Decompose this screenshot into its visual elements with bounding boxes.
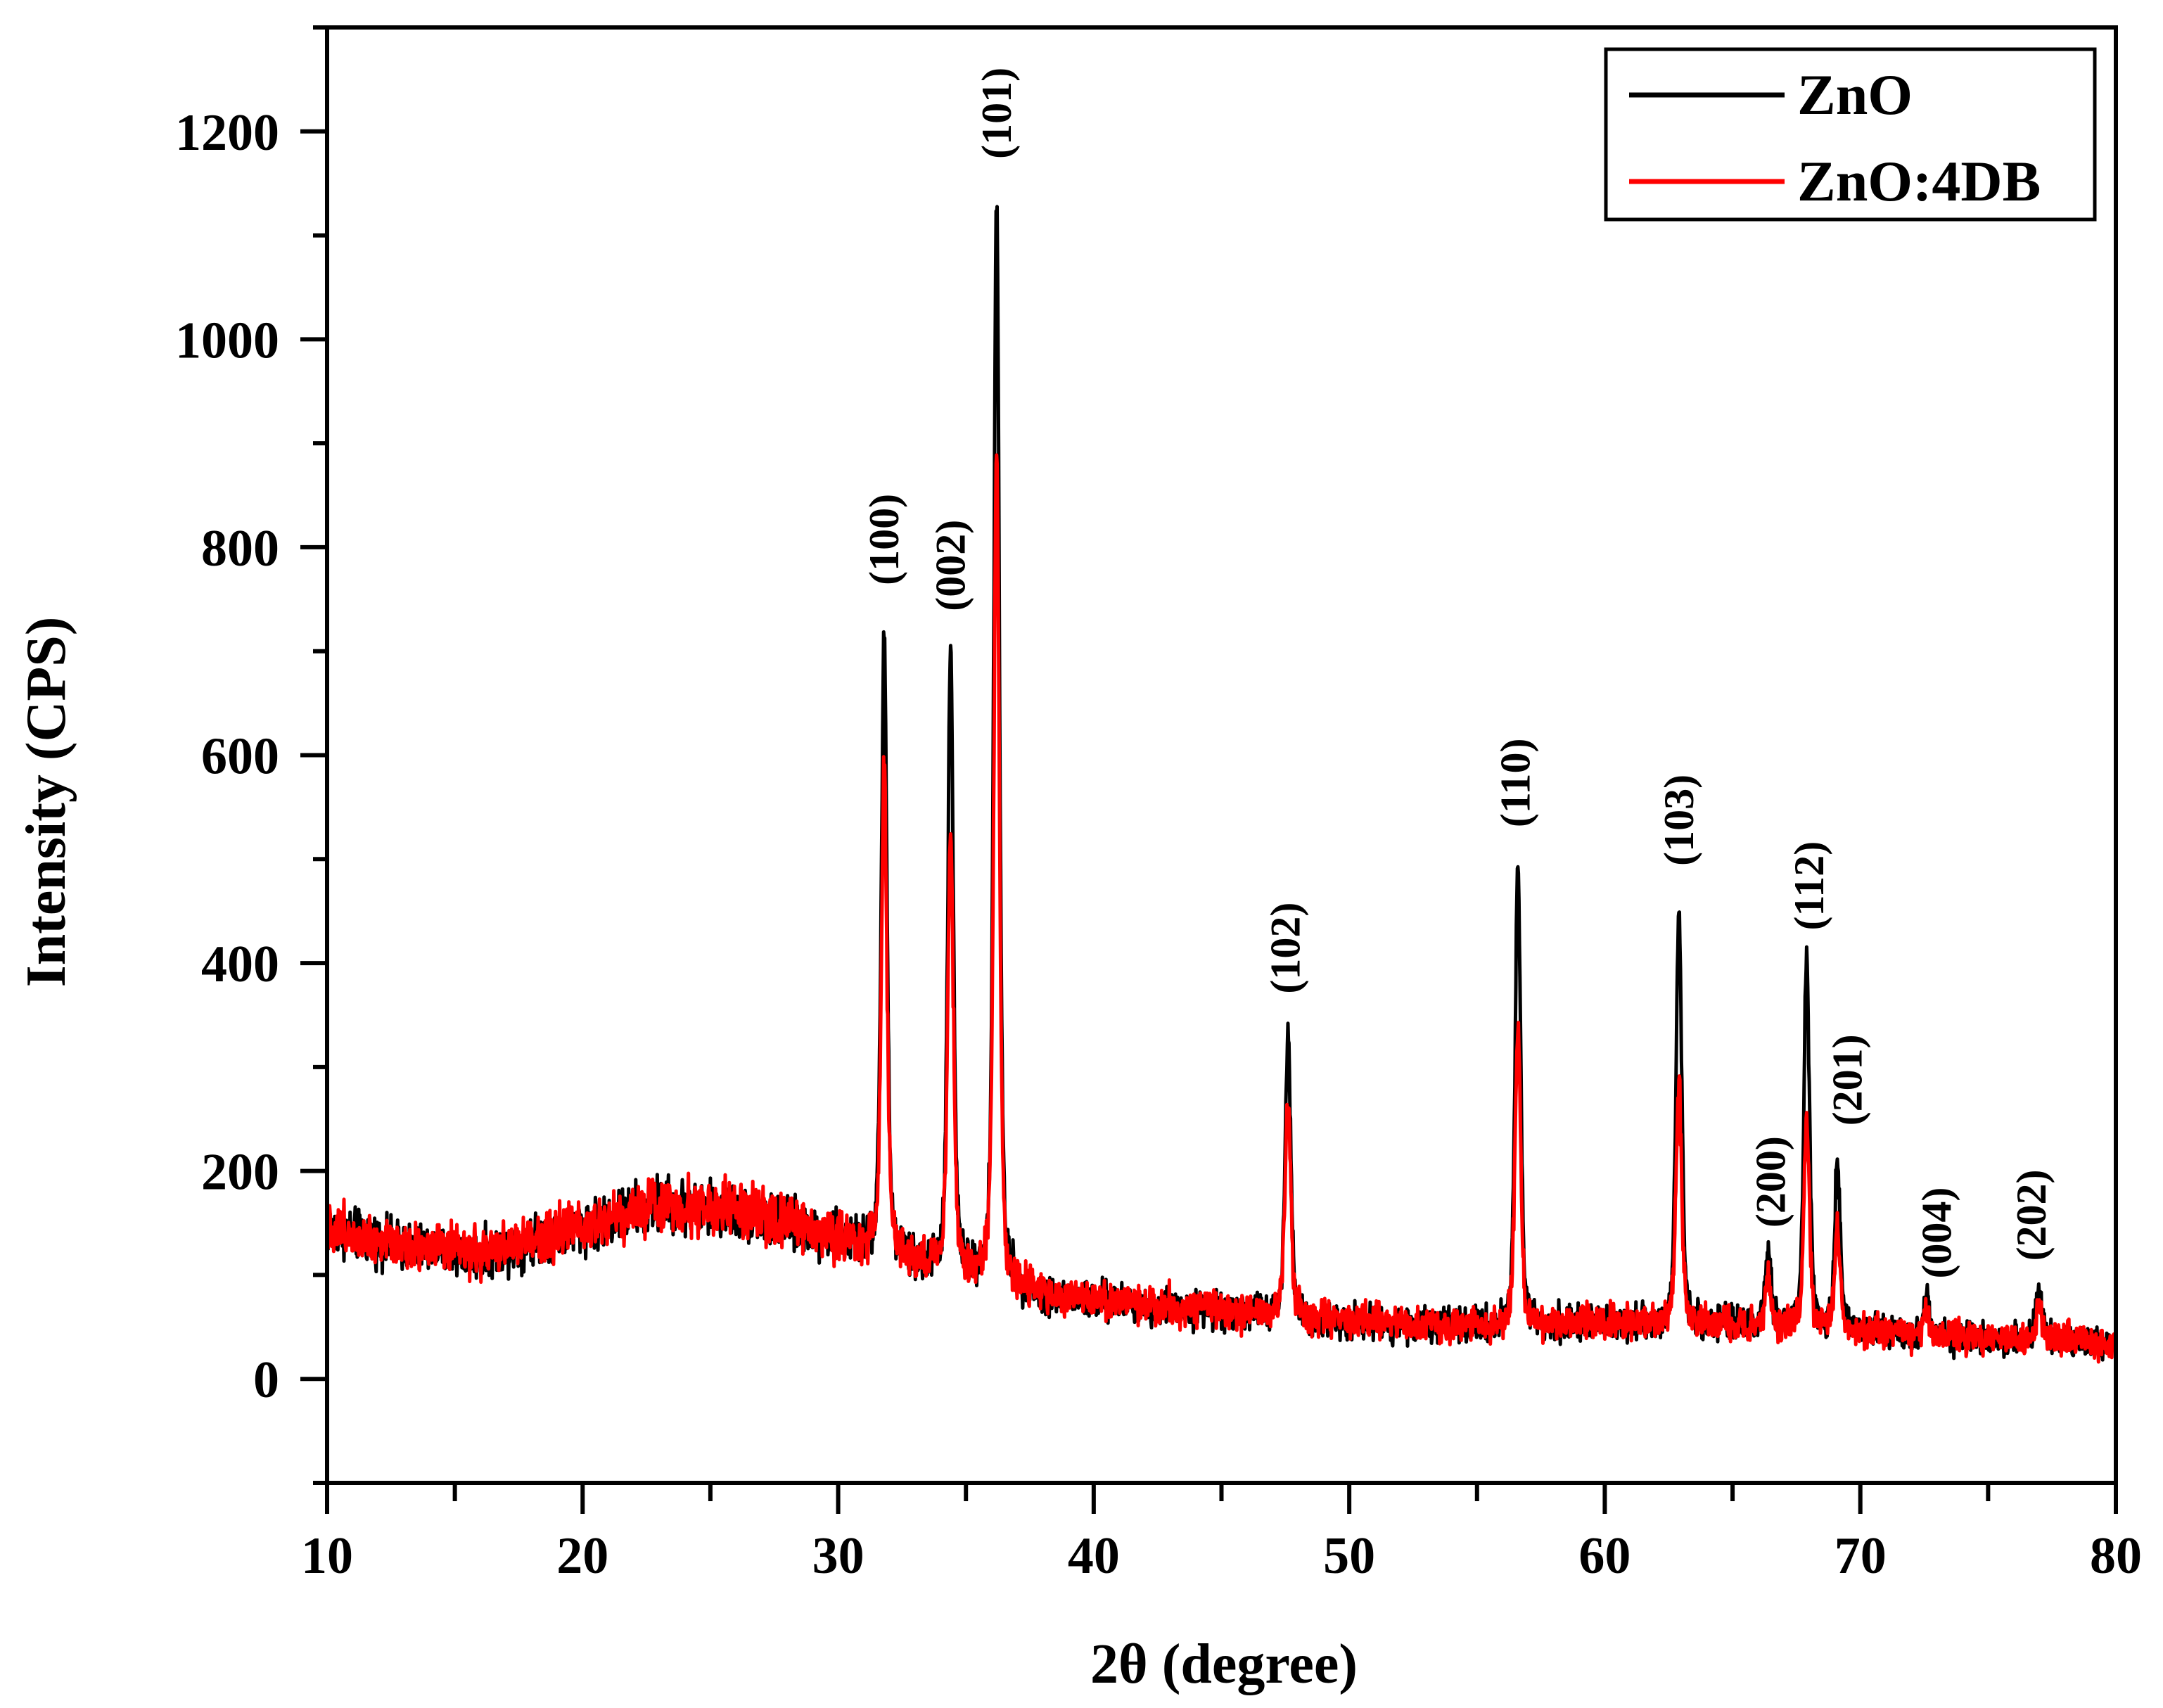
y-tick-label: 400 (201, 936, 279, 993)
peak-labels: (100) (002) (101) (102) (110) (103) (200) (112)… (861, 68, 2055, 1279)
peak-label: (100) (861, 494, 907, 585)
peak-label: (101) (974, 68, 1020, 159)
peak-label: (002) (927, 520, 974, 611)
series-layer (325, 205, 2118, 1364)
peak-label: (201) (1825, 1034, 1871, 1126)
x-tick-label: 20 (556, 1527, 608, 1585)
y-tick-label: 0 (253, 1351, 279, 1409)
x-tick-label: 40 (1068, 1527, 1120, 1585)
y-tick-label: 600 (201, 728, 279, 786)
y-tick-label: 800 (201, 520, 279, 578)
peak-label: (103) (1656, 775, 1702, 866)
x-axis-title: 2θ (degree) (1090, 1633, 1358, 1695)
peak-label: (004) (1914, 1187, 1960, 1279)
peak-label: (110) (1492, 739, 1538, 828)
series-zno-4db (325, 453, 2118, 1364)
peak-label: (202) (2008, 1169, 2055, 1261)
x-tick-label: 70 (1835, 1527, 1887, 1585)
peak-label: (112) (1786, 841, 1832, 931)
x-tick-label: 30 (812, 1527, 864, 1585)
peak-label: (200) (1748, 1136, 1794, 1228)
x-tick-label: 50 (1323, 1527, 1375, 1585)
y-tick-label: 200 (201, 1144, 279, 1202)
series-zno (325, 205, 2118, 1362)
x-tick-label: 10 (301, 1527, 353, 1585)
legend-label-zno: ZnO (1797, 63, 1913, 127)
y-tick-label: 1200 (175, 104, 279, 162)
x-tick-label: 80 (2090, 1527, 2142, 1585)
axes: 0 200 400 600 800 1000 1200 10 20 30 40 50 60 70 80 (175, 25, 2142, 1585)
legend: ZnO ZnO:4DB (1604, 47, 2097, 222)
y-axis-title: Intensity (CPS) (15, 617, 77, 988)
legend-label-zno-4db: ZnO:4DB (1797, 149, 2041, 213)
peak-label: (102) (1262, 903, 1308, 994)
legend-box (1604, 47, 2097, 222)
y-tick-label: 1000 (175, 312, 279, 369)
plot-frame (325, 25, 2118, 1485)
x-tick-label: 60 (1578, 1527, 1631, 1585)
